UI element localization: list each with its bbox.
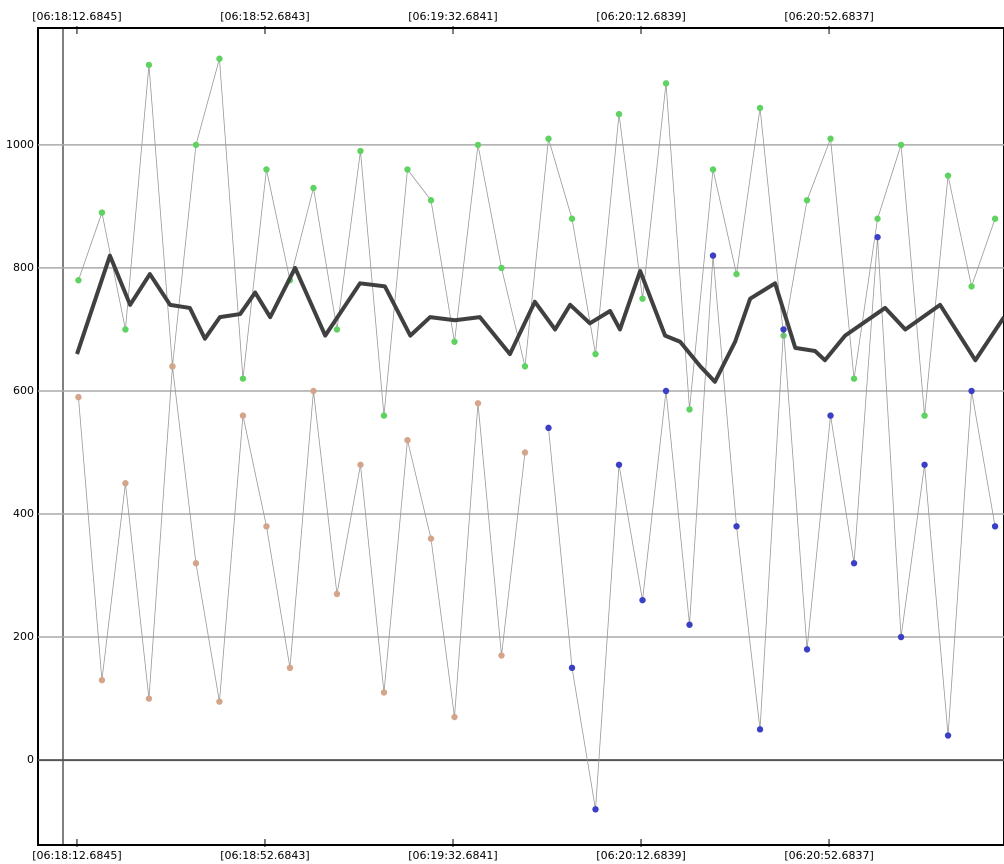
point	[122, 326, 129, 333]
point	[216, 698, 223, 705]
point	[286, 664, 294, 672]
point	[404, 436, 411, 444]
point	[709, 166, 717, 173]
y-tick-label: 1000	[6, 138, 34, 151]
point	[991, 523, 999, 530]
point	[615, 110, 623, 118]
point	[944, 732, 952, 739]
point	[192, 141, 200, 149]
point	[380, 689, 388, 696]
point	[75, 277, 82, 284]
point	[568, 215, 576, 222]
point	[427, 197, 435, 204]
point	[592, 806, 599, 813]
point	[827, 412, 834, 419]
x-tick-label: [06:20:12.6839]	[596, 849, 685, 862]
point	[709, 252, 717, 259]
point	[98, 209, 106, 216]
point	[827, 135, 834, 142]
point	[897, 141, 905, 149]
point	[968, 283, 975, 290]
point	[803, 646, 811, 653]
point	[592, 350, 599, 358]
plot-frame	[37, 27, 1004, 846]
point	[98, 676, 106, 684]
point	[874, 215, 881, 222]
y-tick-label: 600	[13, 384, 34, 397]
moving-average-line	[75, 253, 1004, 384]
point	[850, 560, 858, 567]
point	[545, 424, 552, 432]
point	[122, 480, 129, 487]
point	[874, 233, 881, 241]
point	[145, 695, 153, 702]
point	[310, 387, 317, 395]
point	[263, 523, 270, 530]
y-tick-label: 0	[27, 753, 34, 766]
x-tick-label: [06:19:32.6841]	[408, 10, 497, 23]
point	[380, 412, 388, 419]
x-tick-label: [06:20:52.6837]	[784, 10, 873, 23]
point	[921, 461, 928, 468]
point	[639, 596, 646, 604]
point	[662, 80, 670, 87]
series-line	[548, 236, 996, 810]
x-tick-label: [06:18:52.6843]	[220, 849, 309, 862]
point	[263, 166, 270, 173]
point	[756, 726, 764, 733]
point	[686, 406, 693, 413]
point	[756, 104, 764, 112]
point	[427, 535, 435, 542]
x-tick-label: [06:19:32.6841]	[408, 849, 497, 862]
point	[686, 621, 693, 628]
point	[498, 652, 505, 659]
point	[451, 338, 458, 345]
point	[991, 215, 999, 222]
x-tick-label: [06:20:12.6839]	[596, 10, 685, 23]
point	[521, 449, 529, 456]
y-tick-label: 400	[13, 507, 34, 520]
point	[780, 326, 787, 333]
point	[192, 560, 200, 567]
point	[75, 393, 82, 401]
point	[239, 412, 247, 419]
point	[921, 412, 928, 419]
point	[850, 375, 858, 382]
point	[568, 664, 576, 672]
point	[357, 461, 364, 468]
series-line	[78, 58, 996, 416]
point	[216, 55, 223, 62]
point	[310, 184, 317, 192]
x-tick-label: [06:18:12.6845]	[32, 849, 121, 862]
point	[498, 264, 505, 272]
point	[545, 135, 552, 142]
point	[451, 713, 458, 721]
point	[333, 590, 341, 598]
point	[169, 363, 176, 370]
point	[639, 295, 646, 302]
point	[357, 147, 364, 155]
point	[521, 363, 529, 370]
point	[733, 523, 740, 530]
y-tick-label: 800	[13, 261, 34, 274]
point	[615, 461, 623, 468]
y-tick-label: 200	[13, 630, 34, 643]
series-line	[78, 365, 526, 718]
point	[897, 633, 905, 641]
point	[968, 387, 975, 395]
point	[239, 375, 247, 382]
point	[662, 387, 670, 395]
point	[944, 172, 952, 179]
point	[404, 166, 411, 173]
x-tick-label: [06:18:12.6845]	[32, 10, 121, 23]
point	[803, 197, 811, 204]
point	[474, 141, 482, 149]
x-tick-label: [06:18:52.6843]	[220, 10, 309, 23]
point	[333, 326, 341, 333]
point	[145, 61, 153, 69]
x-tick-label: [06:20:52.6837]	[784, 849, 873, 862]
point	[733, 270, 740, 278]
point	[474, 400, 482, 407]
